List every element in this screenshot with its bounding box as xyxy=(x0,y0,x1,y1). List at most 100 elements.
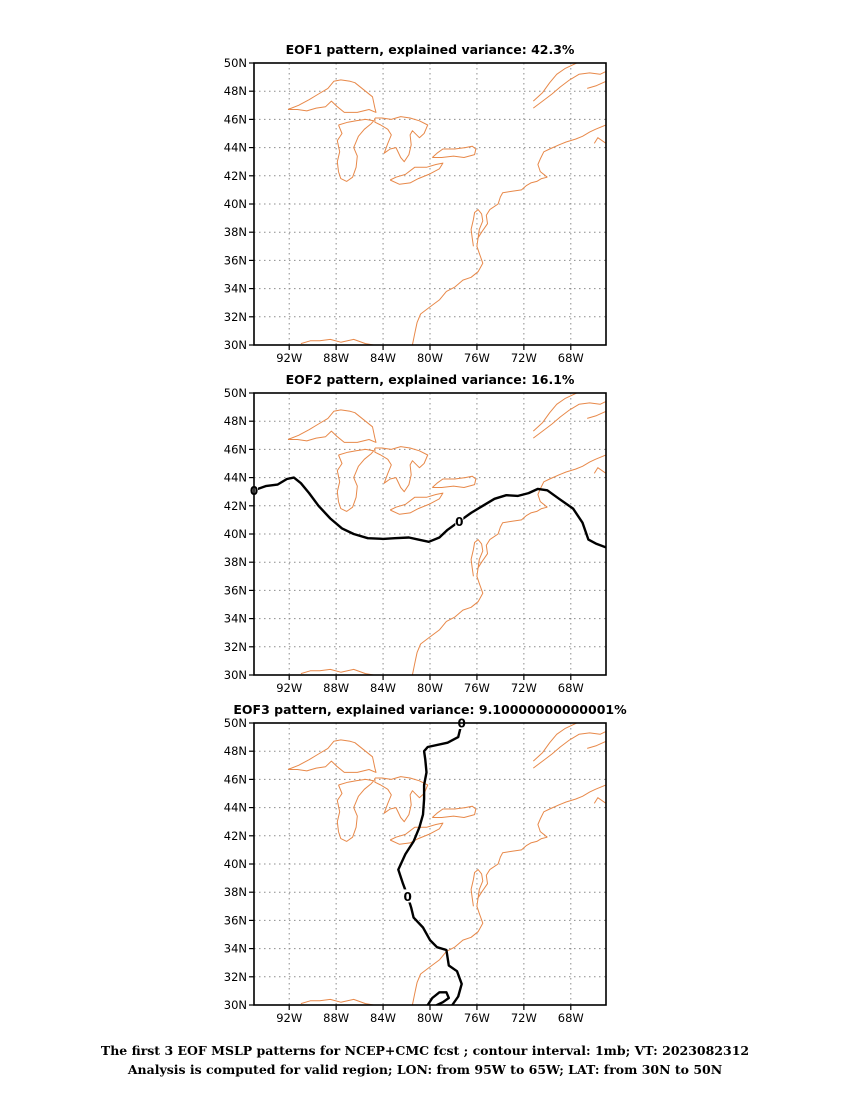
lat-tick-label: 40N xyxy=(224,197,247,211)
lat-tick-label: 44N xyxy=(224,141,247,155)
lat-tick-label: 34N xyxy=(224,612,247,626)
lon-tick-label: 80W xyxy=(417,681,443,695)
caption-line-2: Analysis is computed for valid region; L… xyxy=(127,1062,723,1077)
coastline-12 xyxy=(532,723,577,762)
contours xyxy=(397,723,463,1005)
coastline-13 xyxy=(300,998,374,1005)
coastline-11 xyxy=(587,80,606,89)
coastline-10 xyxy=(532,401,606,439)
gridlines xyxy=(254,62,606,346)
map-panel-2: EOF2 pattern, explained variance: 16.1% 0… xyxy=(224,372,607,695)
lat-tick-label: 32N xyxy=(224,970,247,984)
panel-title-3: EOF3 pattern, explained variance: 9.1000… xyxy=(233,702,627,717)
map-panel-1: EOF1 pattern, explained variance: 42.3%9… xyxy=(224,42,607,365)
lat-tick-label: 36N xyxy=(224,583,247,597)
lon-tick-label: 72W xyxy=(511,681,537,695)
coastline-6 xyxy=(411,836,548,1005)
coastline-8 xyxy=(537,784,606,838)
lat-tick-label: 30N xyxy=(224,668,247,682)
lon-tick-label: 76W xyxy=(464,1011,490,1025)
lat-tick-label: 46N xyxy=(224,442,247,456)
coastline-13 xyxy=(300,668,374,675)
lat-tick-label: 42N xyxy=(224,829,247,843)
lat-tick-label: 40N xyxy=(224,527,247,541)
lon-tick-label: 88W xyxy=(323,681,349,695)
axis-ticks: 92W 88W 84W 80W 76W 72W 68W 30N 32N 34N 36N 38N 40N 4… xyxy=(224,56,584,365)
coastline-1 xyxy=(287,739,377,773)
lon-tick-label: 80W xyxy=(417,351,443,365)
contour-line-2 xyxy=(426,991,450,1005)
coastline-10 xyxy=(532,731,606,769)
contour-line-1 xyxy=(254,476,606,549)
lon-tick-label: 92W xyxy=(276,681,302,695)
coastline-8 xyxy=(537,454,606,508)
coastline-11 xyxy=(587,410,606,419)
lon-tick-label: 84W xyxy=(370,351,396,365)
coastlines xyxy=(287,723,606,1005)
coastline-5 xyxy=(431,475,477,488)
lat-tick-label: 30N xyxy=(224,338,247,352)
coastline-7 xyxy=(470,869,484,907)
lon-tick-label: 84W xyxy=(370,1011,396,1025)
lat-tick-label: 30N xyxy=(224,998,247,1012)
lat-tick-label: 40N xyxy=(224,857,247,871)
coastline-6 xyxy=(411,176,548,345)
coastline-8 xyxy=(537,124,606,178)
coastline-2 xyxy=(336,778,375,842)
lat-tick-label: 48N xyxy=(224,744,247,758)
coastline-12 xyxy=(532,393,577,432)
lat-tick-label: 50N xyxy=(224,716,247,730)
coastline-9 xyxy=(593,137,606,144)
coastline-10 xyxy=(532,71,606,109)
panel-title-1: EOF1 pattern, explained variance: 42.3% xyxy=(286,42,575,57)
lat-tick-label: 50N xyxy=(224,56,247,70)
lat-tick-label: 32N xyxy=(224,310,247,324)
coastline-1 xyxy=(287,79,377,113)
coastline-12 xyxy=(532,63,577,102)
gridlines xyxy=(254,722,606,1006)
lon-tick-label: 92W xyxy=(276,1011,302,1025)
caption-line-1: The first 3 EOF MSLP patterns for NCEP+C… xyxy=(100,1043,750,1058)
lat-tick-label: 36N xyxy=(224,253,247,267)
lat-tick-label: 36N xyxy=(224,913,247,927)
contours xyxy=(254,476,606,549)
panel-title-2: EOF2 pattern, explained variance: 16.1% xyxy=(286,372,575,387)
lat-tick-label: 34N xyxy=(224,942,247,956)
lon-tick-label: 76W xyxy=(464,351,490,365)
gridlines xyxy=(254,392,606,676)
contour-label: 0 xyxy=(404,890,412,904)
coastline-2 xyxy=(336,118,375,182)
coastline-11 xyxy=(587,740,606,749)
lon-tick-label: 68W xyxy=(558,681,584,695)
lat-tick-label: 42N xyxy=(224,169,247,183)
coastline-5 xyxy=(431,805,477,818)
lat-tick-label: 46N xyxy=(224,112,247,126)
eof-maps: EOF1 pattern, explained variance: 42.3%9… xyxy=(224,42,627,1025)
lat-tick-label: 48N xyxy=(224,414,247,428)
lat-tick-label: 42N xyxy=(224,499,247,513)
lat-tick-label: 50N xyxy=(224,386,247,400)
lat-tick-label: 46N xyxy=(224,772,247,786)
lon-tick-label: 72W xyxy=(511,351,537,365)
coastline-1 xyxy=(287,409,377,443)
lat-tick-label: 38N xyxy=(224,885,247,899)
coastline-9 xyxy=(593,467,606,474)
coastline-3 xyxy=(374,116,429,163)
coastline-9 xyxy=(593,797,606,804)
lat-tick-label: 34N xyxy=(224,282,247,296)
axis-ticks: 92W 88W 84W 80W 76W 72W 68W 30N 32N 34N 36N 38N 40N 4… xyxy=(224,386,584,695)
lon-tick-label: 92W xyxy=(276,351,302,365)
coastlines xyxy=(287,393,606,675)
lon-tick-label: 68W xyxy=(558,351,584,365)
lat-tick-label: 38N xyxy=(224,225,247,239)
contour-label: 0 xyxy=(455,515,463,529)
coastline-2 xyxy=(336,448,375,512)
coastline-7 xyxy=(470,539,484,577)
coastline-4 xyxy=(389,162,444,185)
axis-ticks: 92W 88W 84W 80W 76W 72W 68W 30N 32N 34N 36N 38N 40N 4… xyxy=(224,716,584,1025)
coastline-3 xyxy=(374,446,429,493)
lon-tick-label: 88W xyxy=(323,351,349,365)
coastline-13 xyxy=(300,338,374,345)
lat-tick-label: 48N xyxy=(224,84,247,98)
